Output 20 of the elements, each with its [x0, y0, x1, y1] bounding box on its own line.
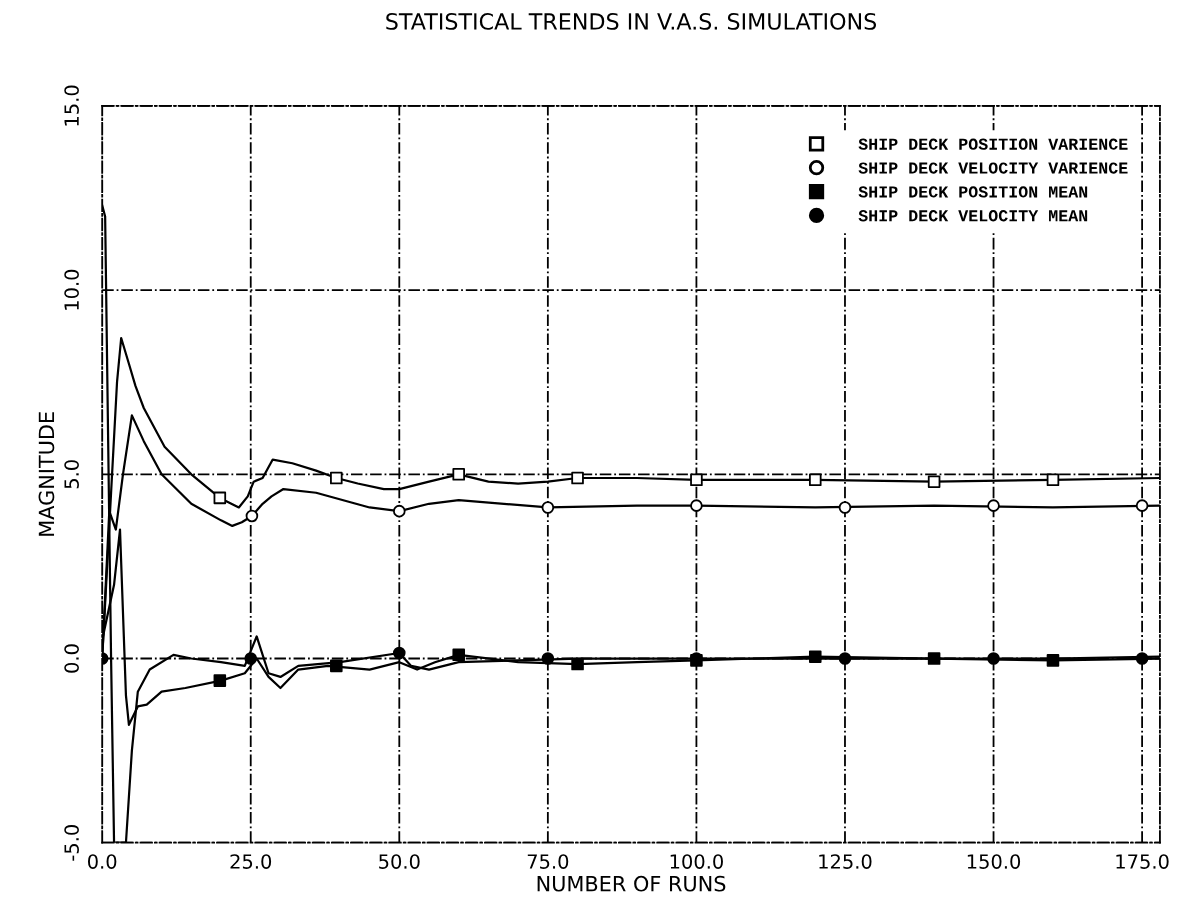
y-tick-label: 15.0	[64, 85, 79, 126]
x-tick-label: 75.0	[527, 854, 569, 869]
chart-title: STATISTICAL TRENDS IN V.A.S. SIMULATIONS	[386, 13, 877, 30]
legend-label: SHIP DECK VELOCITY MEAN	[858, 210, 1088, 222]
y-tick-label: 0.0	[64, 644, 79, 673]
x-tick-label: 125.0	[819, 854, 872, 869]
legend-label: SHIP DECK POSITION VARIENCE	[858, 138, 1128, 150]
y-tick-label: 5.0	[64, 460, 79, 489]
legend-label: SHIP DECK VELOCITY VARIENCE	[858, 162, 1128, 174]
x-tick-label: 50.0	[379, 854, 420, 869]
y-tick-label: -5.0	[64, 825, 79, 861]
legend-label: SHIP DECK POSITION MEAN	[858, 186, 1088, 198]
x-tick-label: 0.0	[87, 854, 117, 869]
x-tick-label: 100.0	[670, 854, 723, 869]
x-axis-title: NUMBER OF RUNS	[537, 875, 726, 892]
x-tick-label: 25.0	[230, 854, 272, 869]
x-tick-label: 150.0	[967, 854, 1021, 869]
x-tick-label: 175.0	[1116, 854, 1169, 869]
y-axis-title: MAGNITUDE	[38, 412, 55, 536]
y-tick-label: 10.0	[64, 269, 79, 310]
